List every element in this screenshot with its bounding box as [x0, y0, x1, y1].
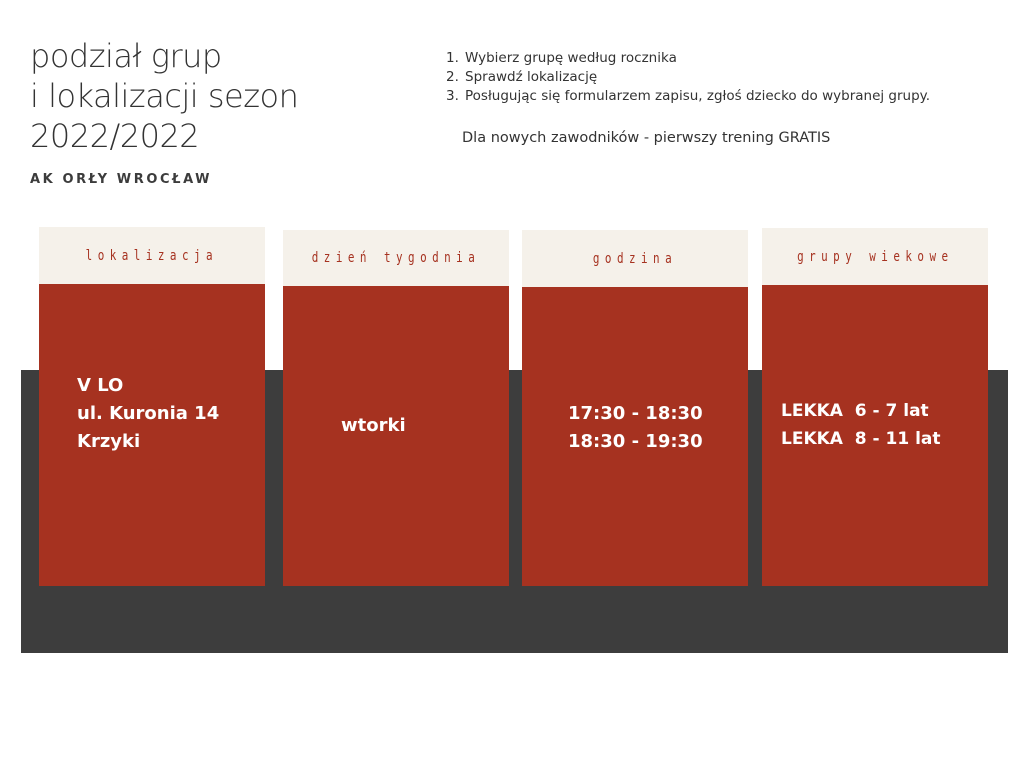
title-line-3: 2022/2022 [30, 117, 200, 155]
column-header: dzień tygodnia [283, 230, 509, 286]
column-header-label: godzina [592, 250, 678, 267]
column-time: godzina 17:30 - 18:30 18:30 - 19:30 [522, 230, 748, 586]
time-slot: 18:30 - 19:30 [568, 431, 703, 452]
column-header-label: grupy wiekowe [796, 248, 954, 265]
age-group: LEKKA 8 - 11 lat [781, 429, 941, 449]
location-address: ul. Kuronia 14 [77, 403, 220, 424]
step-text: Posługując się formularzem zapisu, zgłoś… [465, 88, 931, 104]
time-slot: 17:30 - 18:30 [568, 403, 703, 424]
column-content: V LO ul. Kuronia 14 Krzyki [77, 372, 219, 456]
page-title: podział grup i lokalizacji sezon 2022/20… [30, 36, 299, 156]
step-text: Wybierz grupę według rocznika [465, 50, 677, 66]
title-line-2: i lokalizacji sezon [30, 77, 299, 115]
column-header: lokalizacja [39, 227, 265, 284]
free-training-note: Dla nowych zawodników - pierwszy trening… [462, 130, 831, 146]
age-group: LEKKA 6 - 7 lat [781, 401, 929, 421]
column-body: LEKKA 6 - 7 lat LEKKA 8 - 11 lat [762, 285, 988, 586]
column-content: LEKKA 6 - 7 lat LEKKA 8 - 11 lat [781, 397, 941, 453]
column-content: 17:30 - 18:30 18:30 - 19:30 [568, 400, 703, 456]
column-header: godzina [522, 230, 748, 287]
step-number: 3. [446, 88, 459, 104]
location-district: Krzyki [77, 431, 141, 452]
step-text: Sprawdź lokalizację [465, 69, 598, 85]
column-content: wtorki [341, 412, 406, 440]
title-line-1: podział grup [30, 37, 222, 75]
column-body: wtorki [283, 286, 509, 586]
instruction-step: 1. Wybierz grupę według rocznika [446, 49, 930, 68]
column-weekday: dzień tygodnia wtorki [283, 230, 509, 586]
instruction-step: 3. Posługując się formularzem zapisu, zg… [446, 87, 930, 106]
instruction-list: 1. Wybierz grupę według rocznika 2. Spra… [446, 49, 930, 106]
step-number: 2. [446, 69, 459, 85]
instruction-step: 2. Sprawdź lokalizację [446, 68, 930, 87]
column-body: 17:30 - 18:30 18:30 - 19:30 [522, 287, 748, 586]
step-number: 1. [446, 50, 459, 66]
weekday-value: wtorki [341, 415, 406, 436]
club-name: AK ORŁY WROCŁAW [30, 172, 213, 187]
column-header: grupy wiekowe [762, 228, 988, 285]
column-location: lokalizacja V LO ul. Kuronia 14 Krzyki [39, 227, 265, 586]
location-name: V LO [77, 375, 124, 396]
column-body: V LO ul. Kuronia 14 Krzyki [39, 284, 265, 586]
column-header-label: lokalizacja [85, 247, 219, 264]
column-header-label: dzień tygodnia [311, 250, 481, 266]
column-age-groups: grupy wiekowe LEKKA 6 - 7 lat LEKKA 8 - … [762, 228, 988, 586]
